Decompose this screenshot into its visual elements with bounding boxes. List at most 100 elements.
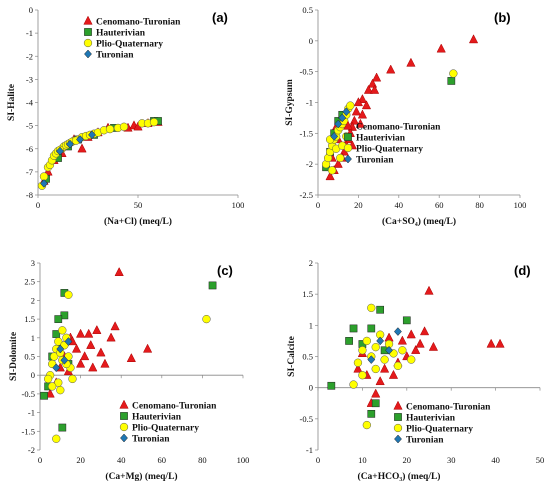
data-point <box>106 125 114 133</box>
data-point <box>150 118 158 126</box>
data-point <box>376 377 384 385</box>
x-tick-label: 40 <box>491 455 500 465</box>
legend-label: Hauterivian <box>406 414 456 424</box>
data-point <box>394 362 402 370</box>
data-point <box>377 306 384 313</box>
y-tick-label: -1 <box>306 445 313 455</box>
legend-label: Plio-Quaternary <box>406 425 473 435</box>
legend-label: Turonian <box>406 436 444 446</box>
data-point <box>398 336 406 344</box>
x-tick-label: 20 <box>403 455 412 465</box>
y-axis-title: SI-Calcite <box>287 336 297 377</box>
y-tick-label: -3 <box>26 74 33 84</box>
data-point <box>420 327 428 335</box>
legend-marker <box>394 424 402 432</box>
legend-marker <box>84 28 91 35</box>
y-tick-label: -2.5 <box>300 190 313 200</box>
data-point <box>127 354 135 362</box>
data-point <box>78 144 86 152</box>
y-tick-label: -2 <box>26 51 33 61</box>
y-axis-title: SI-Dolomite <box>9 332 19 381</box>
data-point <box>387 65 395 73</box>
data-point <box>58 326 66 334</box>
y-tick-label: -1 <box>26 28 33 38</box>
legend-label: Cenomano-Turonian <box>406 403 491 413</box>
data-point <box>76 329 84 337</box>
x-tick-label: 60 <box>435 200 444 210</box>
y-tick-label: -1 <box>306 98 313 108</box>
x-axis-title: (Ca+Mg) (meq/L) <box>105 471 177 482</box>
y-tick-label: -1.5 <box>22 426 35 436</box>
y-tick-label: 0 <box>309 36 313 46</box>
data-point <box>101 359 109 367</box>
legend-marker <box>394 413 401 420</box>
panel-label: (d) <box>514 263 531 278</box>
y-tick-label: 2.5 <box>24 277 35 287</box>
data-point <box>107 333 115 341</box>
x-tick-label: 30 <box>447 455 456 465</box>
x-tick-label: 20 <box>354 200 363 210</box>
x-tick-label: 100 <box>232 200 245 210</box>
x-tick-label: 100 <box>237 455 250 465</box>
chart-panel-1: 0-1-2-3-4-5-6-7-80 50 100(Na+Cl) (meq/L)SI… <box>7 5 244 227</box>
data-point <box>354 359 362 367</box>
x-tick-label: 0 <box>36 200 40 210</box>
x-tick-label: 0 <box>316 455 320 465</box>
data-point <box>350 325 357 332</box>
y-axis-title: SI-Gypsum <box>285 79 295 126</box>
data-point <box>372 365 380 373</box>
data-point <box>85 329 93 337</box>
legend-label: Cenomano-Turonian <box>356 123 441 133</box>
data-point <box>416 339 424 347</box>
data-point <box>48 383 56 391</box>
legend-marker <box>394 401 402 409</box>
legend: Cenomano-TuronianHauterivianPlio-Quatern… <box>394 401 491 445</box>
data-point <box>469 35 477 43</box>
x-tick-label: 80 <box>198 455 207 465</box>
y-tick-label: 0.5 <box>302 352 313 362</box>
data-point <box>336 154 344 162</box>
data-point <box>69 375 77 383</box>
data-point <box>407 356 415 364</box>
data-point <box>359 346 367 354</box>
legend-label: Turonian <box>356 156 394 166</box>
data-point <box>394 328 401 336</box>
data-point <box>44 375 52 383</box>
y-tick-label: 0.5 <box>302 5 313 15</box>
data-point <box>72 344 80 352</box>
y-tick-label: 0.5 <box>24 352 35 362</box>
chart-panel-2: 0.50-0.5-1-1.5-2-2.50 20 40 60 80 100(Ca+SO₄)… <box>285 5 526 227</box>
y-tick-label: 3 <box>31 258 35 268</box>
legend-marker <box>84 50 91 58</box>
data-point <box>367 304 375 312</box>
y-tick-label: -8 <box>26 190 33 200</box>
data-point <box>345 337 352 344</box>
data-point <box>372 343 380 351</box>
data-point <box>368 325 375 332</box>
panel-label: (c) <box>217 263 233 278</box>
legend-label: Plio-Quaternary <box>132 424 199 434</box>
x-tick-label: 20 <box>76 455 85 465</box>
data-point <box>87 340 95 348</box>
data-point <box>65 291 73 299</box>
x-tick-label: 40 <box>117 455 126 465</box>
y-tick-label: -1 <box>28 408 35 418</box>
legend-marker <box>344 133 351 140</box>
x-tick-label: 60 <box>158 455 167 465</box>
series-plio-quaternary <box>44 291 210 443</box>
data-point <box>487 339 495 347</box>
legend-label: Turonian <box>132 435 170 445</box>
legend-label: Cenomano-Turonian <box>96 18 181 28</box>
data-point <box>407 330 415 338</box>
y-tick-label: 1.5 <box>24 314 35 324</box>
x-tick-label: 0 <box>316 200 320 210</box>
chart-panel-4: 21.510.50-0.5-10 10 20 30 40 50(Ca+HCO₃) (meq… <box>287 258 544 482</box>
data-point <box>55 316 62 323</box>
data-point <box>380 364 388 372</box>
data-point <box>346 102 354 110</box>
data-point <box>437 44 445 52</box>
x-tick-label: 40 <box>395 200 404 210</box>
data-point <box>429 342 437 350</box>
y-tick-label: 1 <box>309 320 313 330</box>
data-point <box>372 400 379 407</box>
